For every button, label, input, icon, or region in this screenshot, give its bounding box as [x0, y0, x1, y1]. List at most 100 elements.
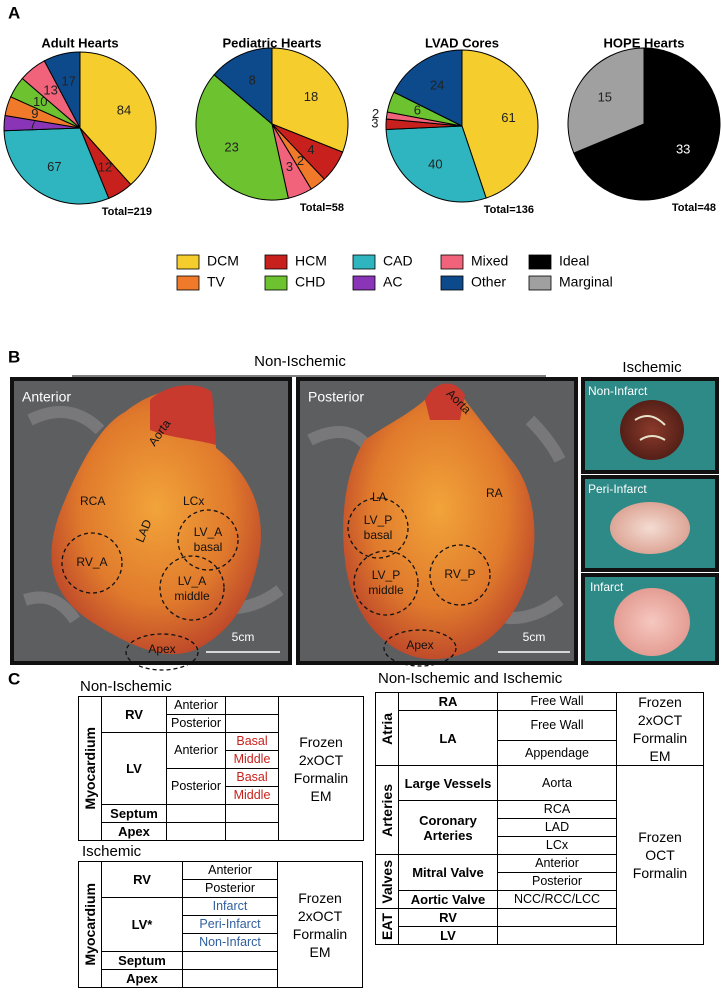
region: Septum [101, 951, 183, 970]
table-cell [182, 951, 278, 970]
table-ischemic: Myocardium RV Anterior Frozen 2xOCT Form… [78, 861, 363, 988]
method: Frozen [638, 829, 682, 845]
anatomy-label: LV_A [194, 525, 222, 539]
shape [383, 629, 457, 667]
slice-label: 40 [428, 156, 442, 171]
method: Frozen [299, 733, 343, 750]
anatomy-label: basal [364, 528, 393, 542]
legend-label: CAD [383, 253, 413, 269]
method: OCT [645, 847, 675, 863]
site: Anterior [166, 696, 226, 715]
total-label: Total=48 [672, 202, 716, 214]
slice-label: 13 [43, 83, 57, 98]
level: Middle [225, 750, 279, 769]
anatomy-label: Apex [148, 642, 175, 656]
photo-ischemic [581, 377, 719, 665]
table-row: LCx [376, 836, 704, 855]
methods: Frozen OCT Formalin [616, 765, 704, 945]
pie-slice [3, 127, 110, 205]
region: LA [398, 710, 498, 766]
region: RV [398, 908, 498, 927]
method: 2xOCT [297, 907, 343, 924]
slice-label: 17 [61, 74, 75, 89]
table-row: LA Free Wall [376, 710, 704, 766]
pie-slice [573, 47, 721, 201]
section-title: Non-Ischemic [254, 353, 346, 370]
photo-posterior [296, 377, 578, 667]
legend-label: CHD [295, 274, 325, 290]
group-label: Myocardium [81, 727, 98, 810]
table-row: Atria RA Free Wall Frozen 2xOCT Formalin… [375, 692, 704, 766]
site: Aorta [497, 765, 617, 801]
legend-swatch [264, 275, 288, 291]
shape: Atria RA Free Wall Frozen 2xOCT Formalin… [375, 692, 704, 945]
slice-label: 9 [31, 106, 38, 121]
legend-label: Ideal [559, 253, 589, 269]
anatomy-label: middle [174, 589, 210, 603]
scale-label: 5cm [232, 630, 255, 644]
slice-label: 12 [98, 159, 112, 174]
table-cell [182, 969, 278, 988]
method: Frozen [638, 694, 682, 710]
photo-anterior [10, 377, 292, 671]
table-row: Myocardium RV Anterior Frozen 2xOCT Form… [78, 696, 364, 841]
view-label: Non-Infarct [588, 384, 648, 398]
anatomy-label: RV_P [444, 567, 475, 581]
table-row: Septum [79, 804, 364, 823]
pie-slice [271, 47, 349, 153]
site: Anterior [166, 732, 226, 769]
legend-swatch [440, 254, 464, 270]
slice-label: 84 [117, 103, 131, 118]
table-cell [225, 804, 279, 823]
shape [353, 550, 419, 616]
site: Free Wall [497, 692, 617, 711]
site: RCA [497, 800, 617, 819]
slice-label: 6 [414, 102, 421, 117]
slice-label: 23 [224, 140, 238, 155]
region: Coronary Arteries [398, 800, 498, 855]
slice-label: 18 [304, 89, 318, 104]
slice-label: 2 [372, 106, 379, 121]
shape [347, 497, 409, 559]
region: Large Vessels [398, 765, 498, 801]
section-title: Ischemic [622, 359, 682, 376]
shape [614, 588, 690, 656]
pie-slice [79, 51, 157, 186]
table-cell [225, 714, 279, 733]
region: RV [101, 861, 183, 898]
table-row: Apex [79, 822, 364, 841]
pie-slice [213, 47, 273, 126]
legend-swatch [440, 275, 464, 291]
view-label: Posterior [308, 389, 364, 405]
shape [61, 532, 123, 594]
pie-slice [195, 74, 289, 201]
shape [429, 544, 491, 606]
chart-title: HOPE Hearts [604, 35, 685, 50]
legend-label: HCM [295, 253, 327, 269]
table-row: Appendage [376, 740, 704, 766]
pie-slice [393, 49, 463, 127]
legend-swatch [264, 254, 288, 270]
panel-label: C [8, 669, 20, 688]
group-label: Myocardium [81, 883, 98, 966]
site: Appendage [497, 740, 617, 766]
method: EM [649, 748, 671, 764]
slice-label: 3 [371, 116, 378, 131]
shape [425, 383, 465, 420]
legend-swatch [352, 275, 376, 291]
table-cell [225, 822, 279, 841]
slice-label: 24 [430, 77, 444, 92]
view-label: Anterior [22, 389, 71, 405]
slice-label: 61 [501, 110, 515, 125]
panel-label: B [8, 347, 20, 366]
group-label: Valves [378, 859, 395, 904]
table-row: Posterior Basal [79, 768, 364, 805]
shape [343, 385, 535, 660]
table-cell: Myocardium [78, 696, 102, 841]
legend-swatch [528, 275, 552, 291]
group-label: Arteries [378, 783, 395, 837]
shape [177, 509, 239, 571]
anatomy-label: LV_P [372, 568, 400, 582]
method: Formalin [292, 925, 348, 942]
